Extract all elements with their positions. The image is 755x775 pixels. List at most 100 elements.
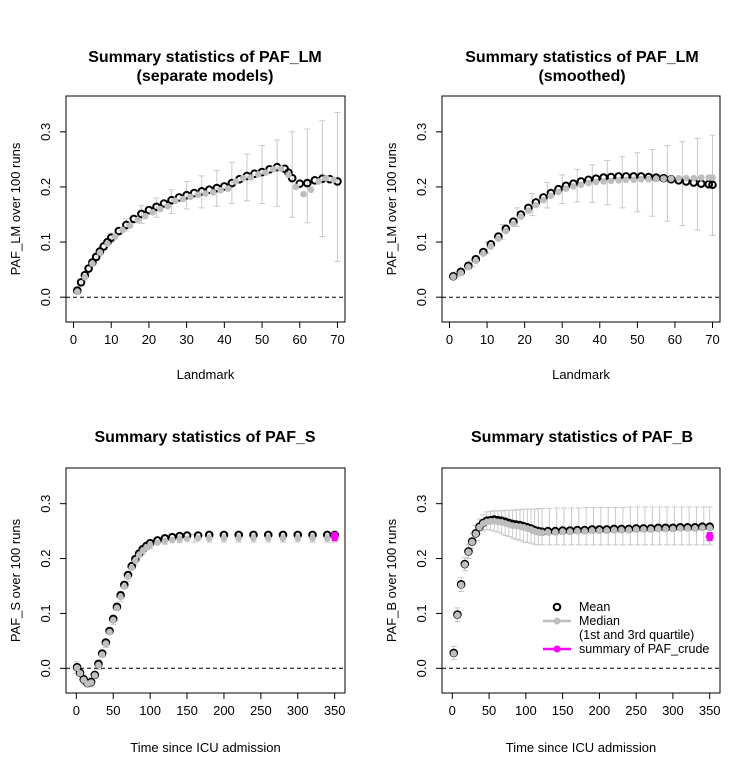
median-point <box>660 175 667 182</box>
y-tick-label: 0.0 <box>414 659 429 677</box>
legend-point <box>553 617 561 625</box>
y-tick-label: 0.2 <box>38 178 53 196</box>
x-tick-label: 150 <box>176 703 198 718</box>
median-point <box>532 201 540 209</box>
x-tick-label: 70 <box>330 332 344 347</box>
median-point <box>235 534 243 542</box>
median-point <box>264 534 272 542</box>
series-mean <box>448 172 717 281</box>
median-point <box>691 525 699 532</box>
median-point <box>279 534 287 542</box>
legend-label: Mean <box>579 600 610 614</box>
median-point <box>682 174 690 182</box>
plot-frame <box>441 95 721 323</box>
median-point <box>684 525 691 532</box>
x-axis-label: Landmark <box>177 367 235 382</box>
median-point <box>76 669 84 677</box>
median-point <box>654 525 662 533</box>
median-point <box>669 525 677 533</box>
median-point <box>217 186 224 194</box>
median-point <box>645 175 652 183</box>
mean-point <box>696 179 706 188</box>
quartile-bars <box>73 533 338 688</box>
chart-title: Summary statistics of PAF_B <box>471 429 693 446</box>
median-point <box>547 192 555 200</box>
median-point <box>551 528 559 536</box>
series-mean <box>73 162 342 295</box>
median-point <box>450 650 458 657</box>
x-axis-label: Time since ICU admission <box>506 740 657 755</box>
x-tick-label: 0 <box>449 703 456 718</box>
mean-point <box>84 264 93 273</box>
median-point <box>662 525 669 533</box>
median-point <box>307 186 315 194</box>
panel-paf-s: Summary statistics of PAF_S 0 50 100 150 200 2… <box>8 429 346 755</box>
mean-point <box>302 178 312 188</box>
median-point <box>111 233 119 240</box>
median-point <box>675 174 682 182</box>
plot-frame <box>65 95 346 323</box>
x-tick-label: 100 <box>515 703 537 718</box>
median-point <box>640 526 647 533</box>
y-axis-label: PAF_LM over 100 runs <box>8 142 23 275</box>
median-point <box>187 193 194 201</box>
median-point <box>270 166 277 173</box>
panel-paf-b: Summary statistics of PAF_B 0 50 100 150 200 2… <box>384 429 721 755</box>
median-point <box>323 534 331 542</box>
x-tick-label: 250 <box>625 703 647 718</box>
median-point <box>315 178 322 185</box>
x-tick-label: 70 <box>705 332 719 347</box>
median-point <box>585 179 592 187</box>
y-axis-label: PAF_S over 100 runs <box>8 518 23 642</box>
median-point <box>128 564 135 572</box>
median-point <box>574 527 581 535</box>
median-point <box>98 651 106 658</box>
median-point <box>113 604 121 612</box>
median-point <box>146 541 154 549</box>
chart-title-line-2: (smoothed) <box>538 68 625 85</box>
median-point <box>73 664 81 672</box>
legend-label: (1st and 3rd quartile) <box>579 628 694 642</box>
median-point <box>709 174 716 181</box>
median-point <box>121 583 128 590</box>
median-point <box>510 220 517 228</box>
median-point <box>126 222 134 229</box>
median-point <box>149 209 157 216</box>
x-tick-label: 50 <box>106 703 120 718</box>
median-point <box>95 661 102 669</box>
median-point <box>487 243 495 250</box>
y-tick-label: 0.1 <box>38 233 53 251</box>
x-tick-label: 10 <box>104 332 118 347</box>
median-point <box>600 178 607 185</box>
x-tick-label: 100 <box>139 703 161 718</box>
mean-point <box>704 179 714 189</box>
median-point <box>667 175 675 182</box>
x-axis-label: Landmark <box>552 367 610 382</box>
median-point <box>495 235 502 243</box>
median-point <box>706 524 714 532</box>
median-point <box>91 672 99 679</box>
x-tick-label: 250 <box>250 703 272 718</box>
median-point <box>161 537 169 545</box>
y-tick-label: 0.3 <box>38 123 53 141</box>
median-point <box>194 534 202 542</box>
x-tick-label: 10 <box>480 332 494 347</box>
x-tick-label: 50 <box>482 703 496 718</box>
median-point <box>117 593 124 601</box>
median-point <box>232 178 239 185</box>
median-point <box>104 240 111 248</box>
median-point <box>690 174 698 182</box>
median-point <box>449 273 457 281</box>
median-point <box>205 534 213 542</box>
y-tick-label: 0.2 <box>38 550 53 568</box>
plot-frame <box>441 467 721 694</box>
median-point <box>502 227 510 235</box>
series-median <box>450 517 714 657</box>
y-tick-label: 0.0 <box>414 288 429 306</box>
panel-paf-lm-smoothed: Summary statistics of PAF_LM (smoothed) 0 1… <box>384 49 721 382</box>
median-point <box>562 185 570 192</box>
y-tick-label: 0.2 <box>414 550 429 568</box>
median-point <box>596 527 603 534</box>
median-point <box>699 524 706 532</box>
series-paf-crude <box>330 532 339 542</box>
